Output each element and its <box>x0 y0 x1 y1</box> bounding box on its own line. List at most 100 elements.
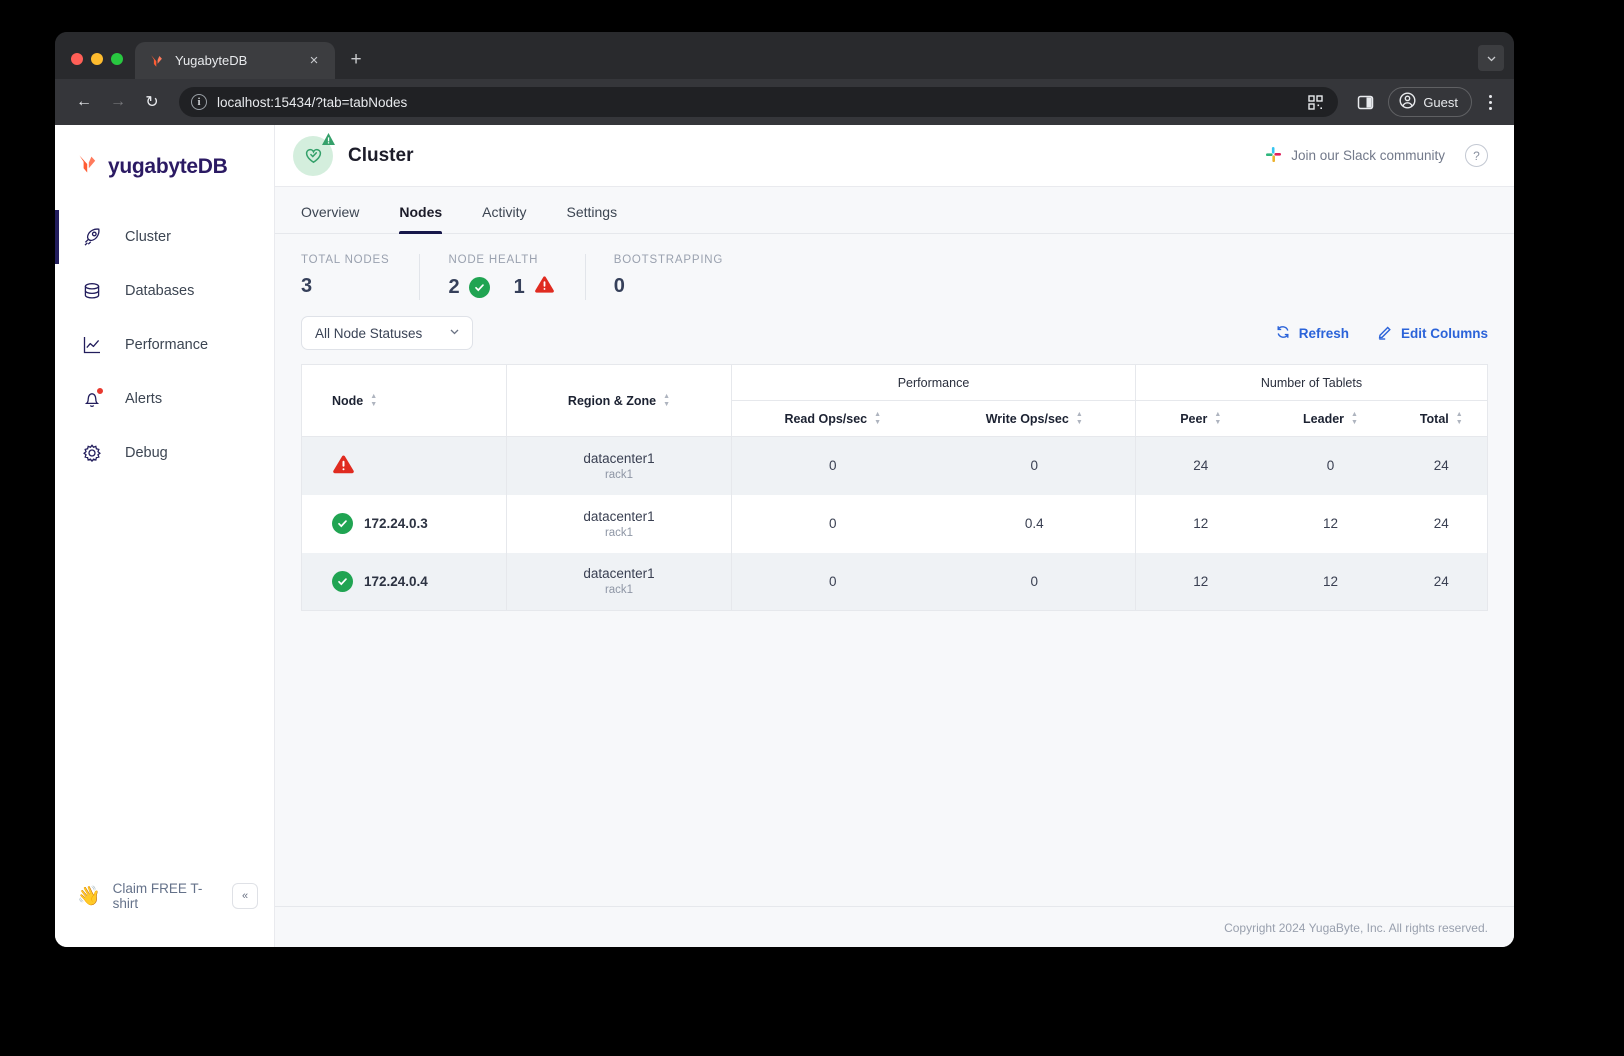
browser-window: YugabyteDB × + ← → ↻ i localhost:15434/?… <box>55 32 1514 947</box>
col-region-zone[interactable]: Region & Zone ▲ ▼ <box>506 364 732 437</box>
kebab-menu-icon[interactable] <box>1476 94 1504 110</box>
cell-node: 172.24.0.3 <box>301 494 507 553</box>
cell-region-zone: datacenter1 rack1 <box>506 552 732 611</box>
col-write-ops[interactable]: Write Ops/sec ▲ ▼ <box>933 400 1136 437</box>
table-header-row-group: Node ▲ ▼ Region & Zone ▲ ▼ <box>301 364 1488 437</box>
sort-icon[interactable]: ▲ ▼ <box>1351 410 1358 426</box>
forward-button[interactable]: → <box>110 93 126 110</box>
table-row[interactable]: 172.24.0.3 datacenter1 rack1 0 0.4 12 12 <box>301 494 1488 553</box>
site-info-icon[interactable]: i <box>191 94 207 110</box>
cell-node-name: 172.24.0.3 <box>364 516 428 531</box>
check-circle-icon <box>332 570 353 592</box>
help-icon[interactable]: ? <box>1465 144 1488 167</box>
sort-icon[interactable]: ▲ ▼ <box>663 392 671 408</box>
stat-total-nodes: TOTAL NODES 3 <box>301 254 419 300</box>
close-icon[interactable]: × <box>309 52 319 69</box>
col-peer[interactable]: Peer ▲ ▼ <box>1135 400 1266 437</box>
col-leader-label: Leader <box>1303 411 1345 426</box>
sidebar-item-databases[interactable]: Databases <box>55 264 274 318</box>
cell-write-ops: 0 <box>933 436 1136 495</box>
col-group-tablets: Number of Tablets <box>1135 364 1488 401</box>
col-region-zone-label: Region & Zone <box>567 393 657 408</box>
sidebar-item-alerts[interactable]: Alerts <box>55 372 274 426</box>
col-total[interactable]: Total ▲ ▼ <box>1395 400 1488 437</box>
stats-summary: TOTAL NODES 3 NODE HEALTH 2 1 <box>275 234 1514 304</box>
sidebar-item-label: Cluster <box>125 229 171 245</box>
browser-tab[interactable]: YugabyteDB × <box>135 42 335 79</box>
cell-node <box>301 436 507 495</box>
check-circle-icon <box>468 277 490 298</box>
maximize-window-button[interactable] <box>111 53 123 65</box>
stat-label: TOTAL NODES <box>301 254 390 266</box>
healthy-group: 2 <box>448 276 490 299</box>
brand-name: yugabyteDB <box>108 154 228 178</box>
col-node[interactable]: Node ▲ ▼ <box>301 364 507 437</box>
col-leader[interactable]: Leader ▲ ▼ <box>1265 400 1396 437</box>
chevron-down-icon[interactable] <box>1478 45 1504 71</box>
sidebar-item-label: Databases <box>125 283 195 299</box>
nodes-table: Node ▲ ▼ Region & Zone ▲ ▼ <box>301 364 1488 611</box>
claim-tshirt-link[interactable]: Claim FREE T-shirt <box>112 881 203 911</box>
cell-leader: 12 <box>1265 552 1396 611</box>
cell-region: datacenter1 <box>583 508 655 524</box>
sidebar-item-cluster[interactable]: Cluster <box>55 210 274 264</box>
address-bar[interactable]: i localhost:15434/?tab=tabNodes <box>179 87 1339 117</box>
table-row[interactable]: 172.24.0.4 datacenter1 rack1 0 0 12 12 <box>301 552 1488 611</box>
cell-node-name: 172.24.0.4 <box>364 573 428 589</box>
profile-button[interactable]: Guest <box>1388 87 1472 117</box>
rocket-icon <box>81 226 103 248</box>
cell-peer: 12 <box>1135 494 1266 553</box>
close-window-button[interactable] <box>71 53 83 65</box>
col-write-ops-label: Write Ops/sec <box>985 411 1069 426</box>
stat-value: 0 <box>613 275 625 297</box>
line-chart-icon <box>81 334 103 356</box>
qr-code-icon[interactable] <box>1302 89 1328 115</box>
sort-icon[interactable]: ▲ ▼ <box>1214 410 1222 426</box>
collapse-sidebar-button[interactable]: « <box>232 883 258 909</box>
chevron-down-icon <box>448 325 461 341</box>
new-tab-button[interactable]: + <box>350 49 362 70</box>
sidebar-item-debug[interactable]: Debug <box>55 426 274 480</box>
sort-icon[interactable]: ▲ ▼ <box>370 392 378 408</box>
col-read-ops[interactable]: Read Ops/sec ▲ ▼ <box>731 400 934 437</box>
table-row[interactable]: datacenter1 rack1 0 0 24 0 24 <box>301 436 1488 495</box>
sort-icon[interactable]: ▲ ▼ <box>874 410 882 426</box>
sort-icon[interactable]: ▲ ▼ <box>1075 410 1083 426</box>
stat-node-health: NODE HEALTH 2 1 <box>419 254 584 300</box>
edit-columns-button[interactable]: Edit Columns <box>1377 324 1488 343</box>
sort-icon[interactable]: ▲ ▼ <box>1455 410 1463 426</box>
sidebar-item-label: Debug <box>125 445 168 461</box>
col-peer-label: Peer <box>1180 411 1208 426</box>
back-button[interactable]: ← <box>76 93 92 110</box>
tab-activity[interactable]: Activity <box>482 204 527 220</box>
stat-label: BOOTSTRAPPING <box>613 254 724 266</box>
tab-nodes[interactable]: Nodes <box>379 204 462 234</box>
slack-community-link[interactable]: Join our Slack community <box>1265 146 1445 166</box>
minimize-window-button[interactable] <box>91 53 103 65</box>
refresh-button[interactable]: Refresh <box>1275 324 1349 343</box>
warning-triangle-icon <box>534 275 555 300</box>
tab-overview[interactable]: Overview <box>301 204 360 220</box>
pencil-icon <box>1377 324 1393 343</box>
page-title: Cluster <box>348 144 414 166</box>
col-node-label: Node <box>332 393 364 408</box>
cell-total: 24 <box>1395 494 1488 553</box>
col-group-tablets-label: Number of Tablets <box>1260 375 1363 390</box>
waving-hand-icon: 👋 <box>77 886 101 907</box>
node-status-filter[interactable]: All Node Statuses <box>301 316 473 350</box>
cell-leader: 0 <box>1265 436 1396 495</box>
sidebar-item-performance[interactable]: Performance <box>55 318 274 372</box>
cell-total: 24 <box>1395 436 1488 495</box>
brand-logo[interactable]: yugabyteDB <box>55 125 274 210</box>
sidebar: yugabyteDB Cluster <box>55 125 275 947</box>
sidebar-nav: Cluster Databases <box>55 210 274 480</box>
reload-button[interactable]: ↻ <box>145 94 159 111</box>
yugabyte-logo-icon <box>149 53 165 69</box>
side-panel-icon[interactable] <box>1350 87 1380 117</box>
healthy-count: 2 <box>448 276 460 298</box>
stat-value: 2 1 <box>448 275 554 300</box>
unhealthy-count: 1 <box>513 276 525 298</box>
browser-tab-title: YugabyteDB <box>175 53 248 68</box>
node-status-filter-value: All Node Statuses <box>315 325 423 341</box>
tab-settings[interactable]: Settings <box>566 204 618 220</box>
